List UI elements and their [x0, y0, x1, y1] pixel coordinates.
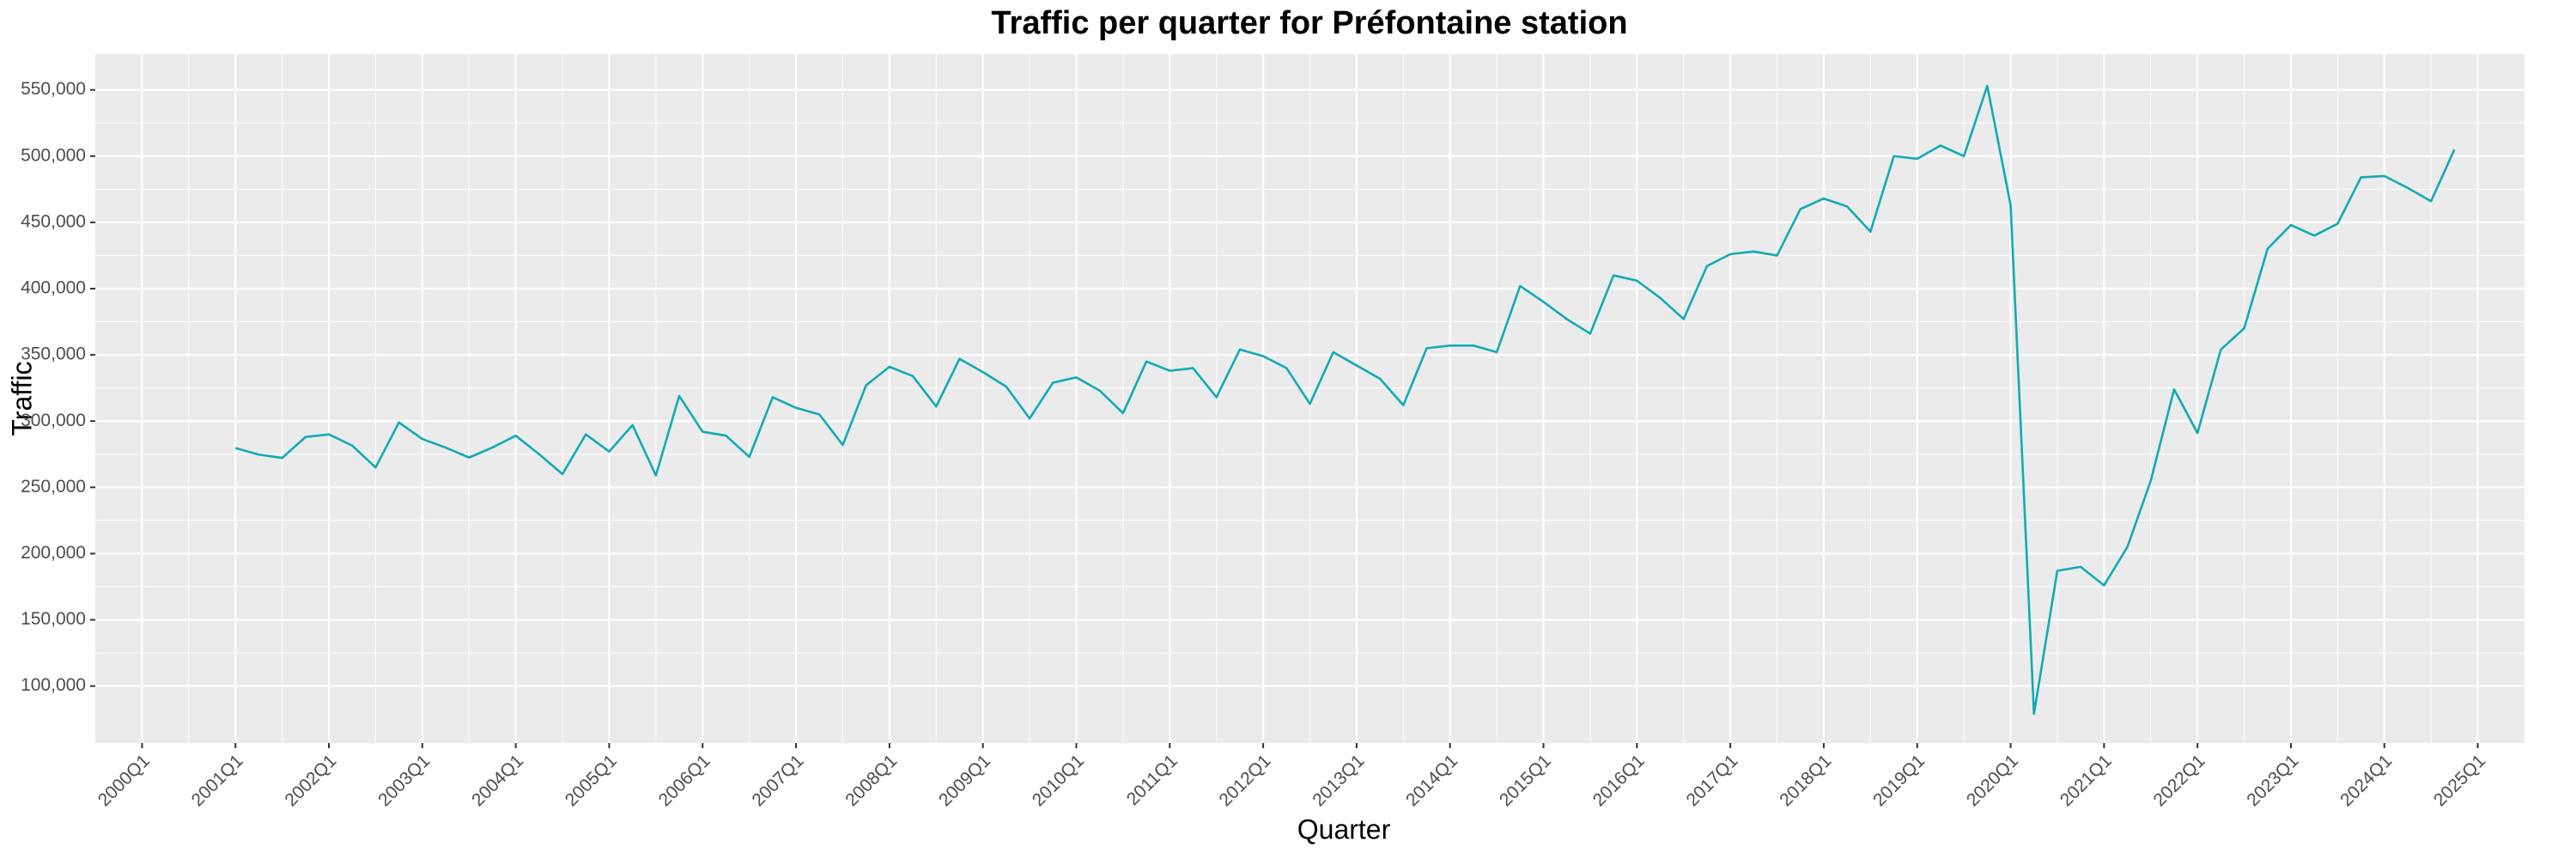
y-tick-label: 250,000: [21, 477, 86, 497]
x-tick-label: 2012Q1: [1215, 751, 1274, 810]
x-tick-label: 2014Q1: [1402, 751, 1461, 810]
y-tick-label: 300,000: [21, 411, 86, 430]
x-tick-label: 2004Q1: [468, 751, 527, 810]
y-tick-label: 550,000: [21, 79, 86, 99]
data-line: [234, 84, 2456, 716]
x-tick-label: 2001Q1: [188, 751, 247, 810]
x-tick-label: 2022Q1: [2150, 751, 2209, 810]
x-tick-label: 2006Q1: [655, 751, 714, 810]
y-tick-label: 100,000: [21, 675, 86, 695]
x-tick-label: 2021Q1: [2057, 751, 2116, 810]
x-tick-label: 2016Q1: [1589, 751, 1649, 810]
y-axis-title: Traffic: [6, 361, 37, 436]
x-tick-label: 2019Q1: [1869, 751, 1929, 810]
x-tick-label: 2010Q1: [1029, 751, 1088, 810]
x-tick-label: 2005Q1: [562, 751, 621, 810]
x-tick-label: 2017Q1: [1682, 751, 1741, 810]
x-tick-label: 2011Q1: [1123, 751, 1182, 809]
x-tick-label: 2003Q1: [374, 751, 434, 810]
y-tick-label: 400,000: [21, 278, 86, 298]
x-tick-label: 2008Q1: [841, 751, 901, 810]
x-axis-title: Quarter: [1297, 813, 1391, 844]
x-tick-label: 2015Q1: [1496, 751, 1555, 810]
y-tick-label: 200,000: [21, 543, 86, 563]
x-tick-label: 2023Q1: [2243, 751, 2302, 810]
x-tick-label: 2024Q1: [2336, 751, 2396, 810]
x-tick-label: 2020Q1: [1963, 751, 2022, 810]
x-tick-label: 2000Q1: [94, 751, 154, 810]
y-tick-label: 350,000: [21, 344, 86, 364]
x-tick-label: 2009Q1: [935, 751, 994, 810]
x-tick-label: 2002Q1: [281, 751, 340, 810]
y-tick-label: 450,000: [21, 211, 86, 231]
y-tick-label: 150,000: [21, 609, 86, 629]
x-tick-label: 2025Q1: [2430, 751, 2489, 810]
x-tick-label: 2018Q1: [1776, 751, 1835, 810]
chart-title: Traffic per quarter for Préfontaine stat…: [991, 5, 1627, 41]
y-tick-label: 500,000: [21, 145, 86, 165]
x-tick-label: 2007Q1: [748, 751, 807, 810]
x-tick-label: 2013Q1: [1309, 751, 1368, 810]
